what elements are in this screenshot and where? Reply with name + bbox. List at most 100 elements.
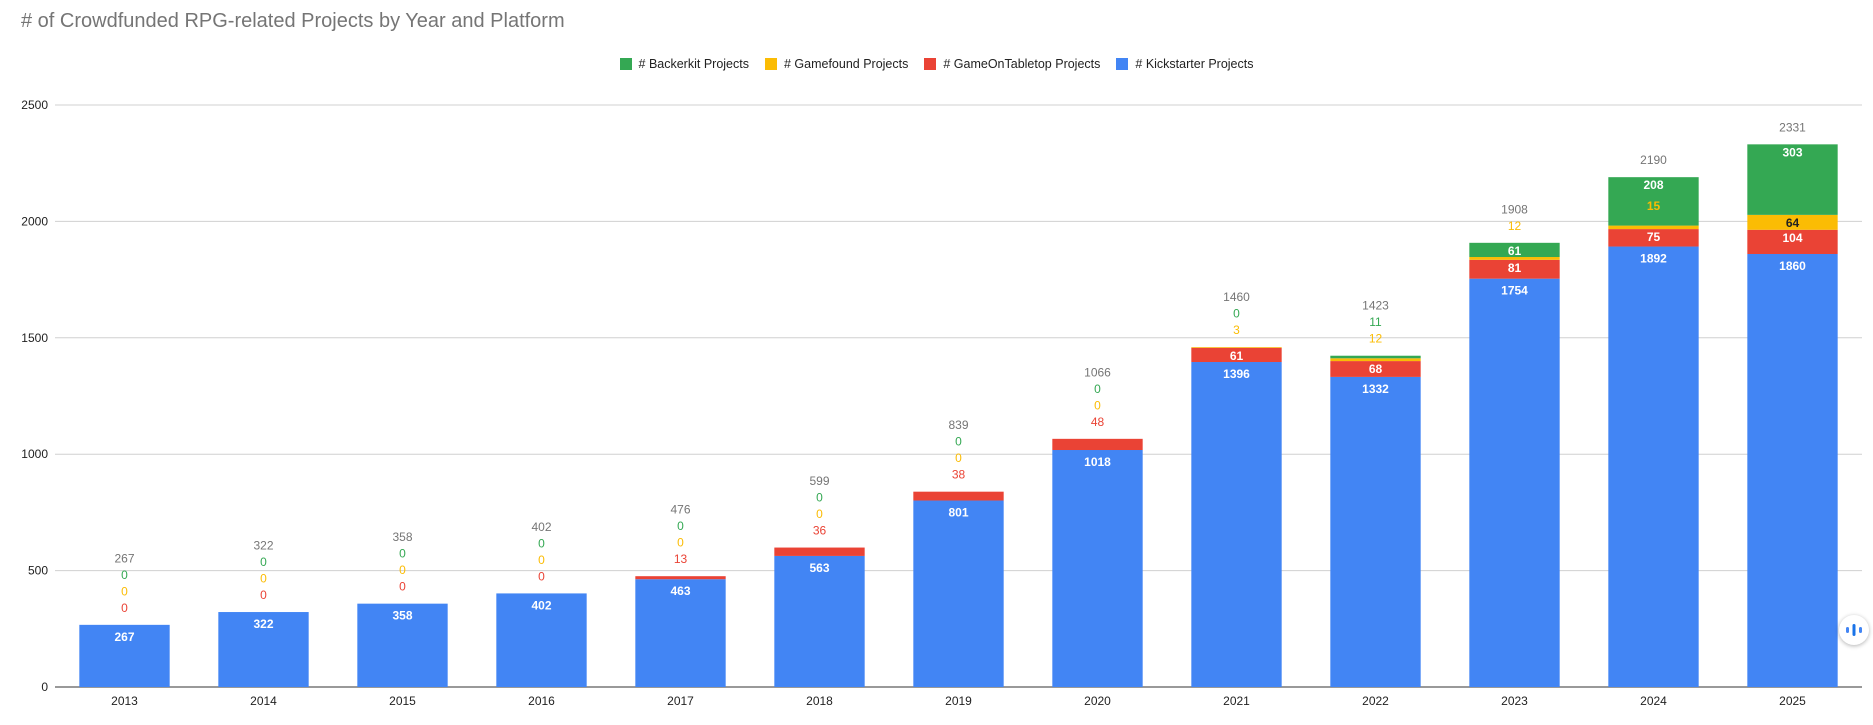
bar-segment xyxy=(357,603,448,687)
y-tick-label: 2500 xyxy=(21,98,48,112)
bar-segment xyxy=(79,624,170,687)
data-label: 1860 xyxy=(1779,259,1806,273)
data-label: 15 xyxy=(1647,199,1661,213)
legend-item[interactable]: # Gamefound Projects xyxy=(764,57,909,71)
data-label: 0 xyxy=(260,572,267,586)
data-label: 0 xyxy=(677,536,684,550)
total-label: 267 xyxy=(114,551,134,565)
bar-segment xyxy=(1469,278,1560,687)
legend-item[interactable]: # Kickstarter Projects xyxy=(1116,57,1253,71)
data-label: 0 xyxy=(816,507,823,521)
bar-segment xyxy=(1191,362,1282,687)
total-label: 402 xyxy=(531,520,551,534)
bar-segment xyxy=(218,612,309,687)
data-label: 0 xyxy=(955,451,962,465)
data-label: 358 xyxy=(392,609,412,623)
chart-legend: # Backerkit Projects # Gamefound Projects… xyxy=(0,57,1873,71)
data-label: 402 xyxy=(531,598,551,612)
data-label: 303 xyxy=(1782,145,1802,159)
bar-segment xyxy=(1330,355,1421,359)
total-label: 1423 xyxy=(1362,299,1389,313)
data-label: 0 xyxy=(121,568,128,582)
bar-segment xyxy=(913,500,1004,687)
data-label: 1396 xyxy=(1223,367,1250,381)
bar-segment xyxy=(774,555,865,687)
bar-segment xyxy=(1191,347,1282,348)
legend-item[interactable]: # Backerkit Projects xyxy=(619,57,749,71)
x-tick-label: 2023 xyxy=(1501,694,1528,708)
data-label: 267 xyxy=(114,630,134,644)
legend-swatch xyxy=(924,58,937,70)
bar-segment xyxy=(1052,438,1143,451)
data-label: 11 xyxy=(1369,315,1382,329)
bar-segment xyxy=(1469,242,1560,258)
explore-icon xyxy=(1846,624,1862,636)
data-label: 36 xyxy=(813,524,827,538)
legend-swatch xyxy=(1116,58,1129,70)
y-tick-label: 1000 xyxy=(21,447,48,461)
legend-label: # Backerkit Projects xyxy=(638,57,749,71)
bar-segment xyxy=(635,576,726,580)
chart-title: # of Crowdfunded RPG-related Projects by… xyxy=(21,10,565,32)
bar-segment xyxy=(496,593,587,687)
data-label: 75 xyxy=(1647,230,1661,244)
legend-label: # Kickstarter Projects xyxy=(1135,57,1254,71)
data-label: 0 xyxy=(538,553,545,567)
data-label: 81 xyxy=(1508,261,1522,275)
data-label: 0 xyxy=(955,435,962,449)
legend-label: # Gamefound Projects xyxy=(783,57,909,71)
bar-segment xyxy=(1469,259,1560,279)
bar-segment xyxy=(1469,257,1560,260)
data-label: 0 xyxy=(399,563,406,577)
data-label: 0 xyxy=(677,519,684,533)
bar-segment xyxy=(635,579,726,687)
x-tick-label: 2016 xyxy=(528,694,555,708)
bar-segment xyxy=(1330,376,1421,687)
y-tick-label: 500 xyxy=(28,564,48,578)
x-tick-label: 2025 xyxy=(1779,694,1806,708)
data-label: 1332 xyxy=(1362,382,1389,396)
data-label: 0 xyxy=(121,601,128,615)
data-label: 0 xyxy=(260,588,267,602)
bar-segment xyxy=(1052,450,1143,687)
legend-item[interactable]: # GameOnTabletop Projects xyxy=(924,57,1100,71)
bar-segment xyxy=(774,547,865,556)
total-label: 2331 xyxy=(1779,120,1806,134)
total-label: 322 xyxy=(253,539,273,553)
explore-button[interactable] xyxy=(1839,615,1869,645)
total-label: 1908 xyxy=(1501,202,1528,216)
data-label: 38 xyxy=(952,468,966,482)
bar-segment xyxy=(1330,361,1421,377)
y-tick-label: 0 xyxy=(41,680,48,694)
data-label: 0 xyxy=(538,569,545,583)
data-label: 463 xyxy=(670,584,690,598)
data-label: 1892 xyxy=(1640,252,1667,266)
x-tick-label: 2024 xyxy=(1640,694,1667,708)
data-label: 0 xyxy=(399,580,406,594)
data-label: 12 xyxy=(1508,219,1522,233)
data-label: 0 xyxy=(399,547,406,561)
x-tick-label: 2021 xyxy=(1223,694,1250,708)
data-label: 61 xyxy=(1508,244,1522,258)
data-label: 3 xyxy=(1233,323,1240,337)
bar-segment xyxy=(1608,229,1699,247)
total-label: 1066 xyxy=(1084,365,1111,379)
data-label: 0 xyxy=(121,584,128,598)
x-tick-label: 2015 xyxy=(389,694,416,708)
x-tick-label: 2020 xyxy=(1084,694,1111,708)
data-label: 13 xyxy=(674,552,688,566)
bar-segment xyxy=(1747,229,1838,254)
data-label: 104 xyxy=(1782,231,1802,245)
bar-segment xyxy=(913,491,1004,501)
data-label: 1018 xyxy=(1084,455,1111,469)
legend-label: # GameOnTabletop Projects xyxy=(943,57,1101,71)
bar-segment xyxy=(1747,214,1838,230)
bar-segment xyxy=(1747,253,1838,687)
data-label: 68 xyxy=(1369,362,1383,376)
legend-swatch xyxy=(764,58,777,70)
legend-swatch xyxy=(619,58,632,70)
data-label: 563 xyxy=(809,561,829,575)
total-label: 839 xyxy=(948,418,968,432)
bar-segment xyxy=(1330,358,1421,362)
